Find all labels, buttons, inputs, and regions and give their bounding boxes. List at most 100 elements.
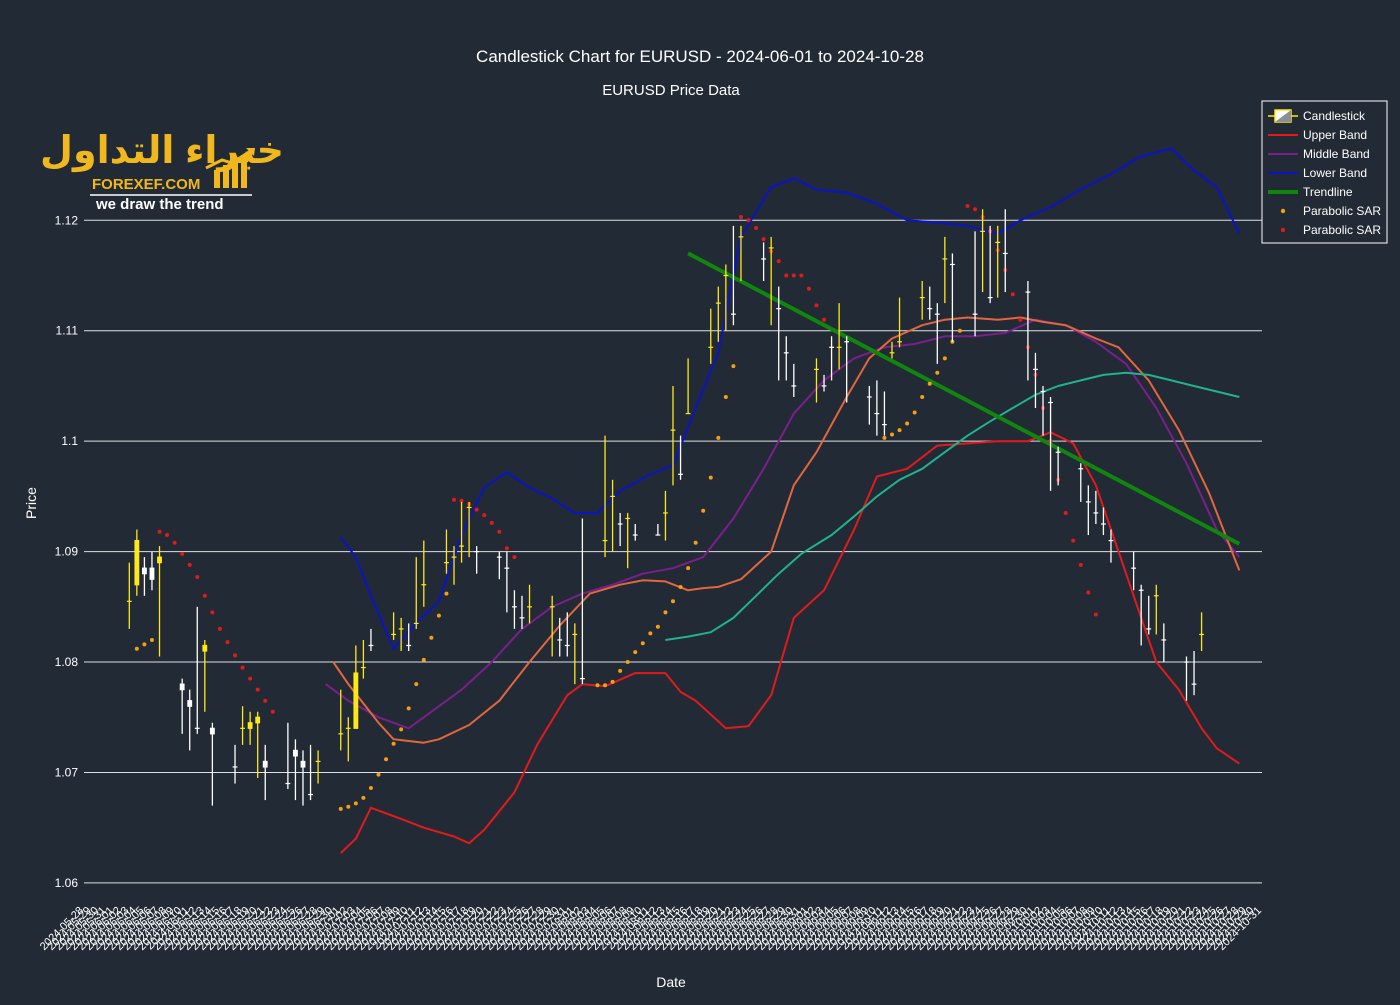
candle: [715, 286, 721, 342]
chart-subtitle: EURUSD Price Data: [602, 82, 740, 99]
candle: [413, 557, 419, 629]
candle-body: [1048, 401, 1053, 404]
sar-dot-orange: [353, 801, 358, 806]
legend: Candlestick Upper Band Middle Band Lower Ba…: [1261, 100, 1388, 244]
candle: [866, 385, 872, 425]
candle: [549, 595, 555, 657]
candle-body: [300, 760, 306, 768]
sar-dot-red: [452, 497, 457, 502]
candle-body: [1184, 661, 1189, 663]
sar-dot-red: [504, 546, 509, 551]
candle-body: [255, 716, 261, 724]
sar-dot-orange: [942, 356, 947, 361]
sar-dot-red: [172, 540, 177, 545]
sar-dot-red: [1078, 562, 1083, 567]
candle-body: [262, 760, 268, 768]
candle: [610, 479, 616, 552]
sar-dot-red: [973, 207, 978, 212]
candle-body: [844, 341, 850, 343]
candle: [262, 744, 268, 801]
candle-body: [655, 534, 661, 536]
logo-bars-icon: [205, 148, 255, 188]
candle: [980, 209, 986, 293]
candle-body: [949, 263, 955, 266]
candle-body: [972, 313, 978, 315]
sar-dot-orange: [935, 370, 940, 375]
candle-body: [1055, 451, 1061, 453]
sar-dot-orange: [361, 795, 366, 800]
candle-body: [368, 644, 374, 647]
sar-dot-orange: [905, 421, 910, 426]
candle-body: [444, 562, 449, 564]
sar-dot-red: [482, 513, 487, 518]
candle: [504, 551, 510, 613]
candle-body: [934, 313, 940, 315]
candle: [1131, 551, 1137, 591]
candle-body: [293, 749, 298, 757]
sar-dot-orange: [648, 631, 653, 636]
candle: [345, 717, 351, 762]
candle-body: [927, 308, 933, 310]
legend-label: Parabolic SAR: [1303, 223, 1381, 237]
sar-dot-orange: [142, 642, 147, 647]
candle-body: [829, 346, 834, 348]
candle-body: [1002, 252, 1008, 255]
candle-body: [1025, 291, 1031, 293]
candle-body: [360, 666, 366, 669]
candle: [391, 612, 397, 640]
sar-dot-orange: [912, 410, 917, 415]
candle-body: [610, 495, 616, 497]
candle-body: [776, 308, 782, 310]
candle: [368, 628, 374, 651]
candle-body: [187, 700, 193, 707]
candle: [776, 286, 782, 381]
sar-dot-red: [799, 273, 804, 278]
candle-body: [730, 313, 736, 315]
y-tick-label: 1.07: [55, 765, 79, 779]
candle: [829, 336, 834, 381]
sar-dot-red: [791, 273, 796, 278]
candle-body: [738, 236, 744, 238]
candle: [1184, 656, 1189, 701]
candle-body: [572, 633, 578, 636]
candle-body: [1138, 589, 1144, 591]
candle-body: [466, 506, 472, 509]
sar-dot-orange: [640, 641, 645, 646]
candle-body: [413, 622, 419, 624]
candle-body: [995, 241, 1001, 243]
candle: [1093, 490, 1099, 524]
candle: [474, 546, 480, 574]
trendline-line: [687, 251, 1241, 546]
candle-body: [338, 733, 344, 735]
candle-body: [897, 341, 902, 343]
candle: [942, 236, 948, 304]
candle-body: [308, 793, 313, 796]
candle: [1040, 385, 1046, 436]
candle-body: [391, 633, 397, 636]
candle: [496, 551, 502, 580]
upper-band-line: [340, 431, 1240, 854]
candle: [451, 546, 457, 585]
candle-body: [1108, 539, 1114, 542]
sar-dot-orange: [444, 591, 449, 596]
candle: [579, 518, 585, 685]
candle: [949, 253, 955, 342]
candle-body: [791, 385, 797, 387]
sar-dot-red: [255, 687, 260, 692]
candle-body: [232, 766, 238, 768]
candle-body: [315, 760, 321, 763]
legend-dot-swatch: [1280, 227, 1286, 233]
candle: [126, 562, 132, 629]
x-axis-label: Date: [656, 974, 686, 990]
candle-body: [1101, 523, 1106, 525]
candle: [1025, 281, 1031, 381]
candle-body: [459, 545, 464, 547]
legend-item: Middle Band: [1268, 147, 1370, 161]
candle: [557, 617, 563, 657]
legend-item: Parabolic SAR: [1280, 223, 1381, 237]
legend-item: Upper Band: [1268, 128, 1367, 142]
sar-dot-orange: [678, 584, 683, 589]
candle-body: [240, 727, 245, 729]
sar-dot-red: [1010, 292, 1015, 297]
candle: [882, 391, 887, 436]
